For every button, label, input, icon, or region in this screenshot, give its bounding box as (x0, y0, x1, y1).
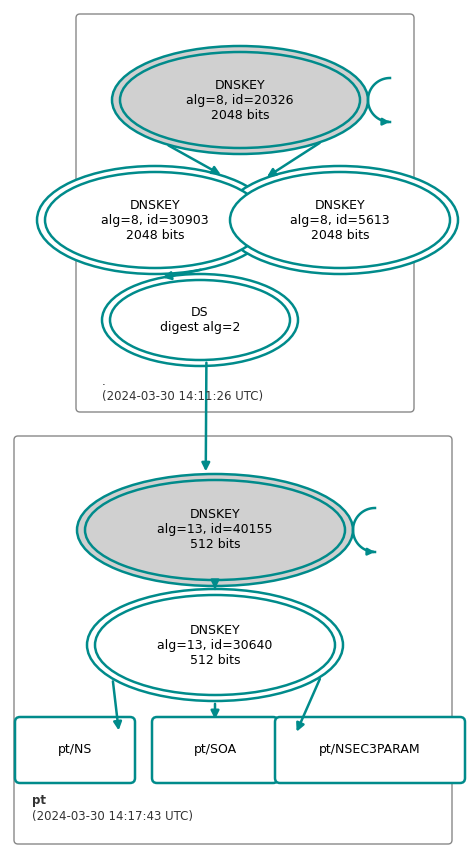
Ellipse shape (87, 589, 343, 701)
FancyBboxPatch shape (76, 14, 414, 412)
Ellipse shape (120, 52, 360, 148)
Text: DNSKEY
alg=13, id=30640
512 bits: DNSKEY alg=13, id=30640 512 bits (157, 624, 273, 667)
Text: pt/NSEC3PARAM: pt/NSEC3PARAM (319, 744, 421, 757)
Ellipse shape (37, 166, 273, 274)
Ellipse shape (230, 172, 450, 268)
Text: pt: pt (32, 794, 46, 807)
Ellipse shape (102, 274, 298, 366)
Ellipse shape (77, 474, 353, 586)
Text: DNSKEY
alg=8, id=30903
2048 bits: DNSKEY alg=8, id=30903 2048 bits (101, 198, 209, 241)
Text: DNSKEY
alg=8, id=20326
2048 bits: DNSKEY alg=8, id=20326 2048 bits (186, 79, 294, 121)
Text: pt/SOA: pt/SOA (194, 744, 236, 757)
Ellipse shape (112, 46, 368, 154)
FancyBboxPatch shape (275, 717, 465, 783)
Ellipse shape (222, 166, 458, 274)
Ellipse shape (95, 595, 335, 695)
FancyBboxPatch shape (152, 717, 278, 783)
Ellipse shape (110, 280, 290, 360)
Text: (2024-03-30 14:17:43 UTC): (2024-03-30 14:17:43 UTC) (32, 810, 193, 823)
Text: (2024-03-30 14:11:26 UTC): (2024-03-30 14:11:26 UTC) (102, 390, 263, 403)
Text: DS
digest alg=2: DS digest alg=2 (160, 306, 240, 334)
Ellipse shape (85, 480, 345, 580)
FancyBboxPatch shape (15, 717, 135, 783)
Text: .: . (102, 375, 106, 388)
Text: DNSKEY
alg=13, id=40155
512 bits: DNSKEY alg=13, id=40155 512 bits (157, 509, 273, 552)
FancyBboxPatch shape (14, 436, 452, 844)
Text: DNSKEY
alg=8, id=5613
2048 bits: DNSKEY alg=8, id=5613 2048 bits (290, 198, 390, 241)
Text: pt/NS: pt/NS (58, 744, 92, 757)
Ellipse shape (45, 172, 265, 268)
